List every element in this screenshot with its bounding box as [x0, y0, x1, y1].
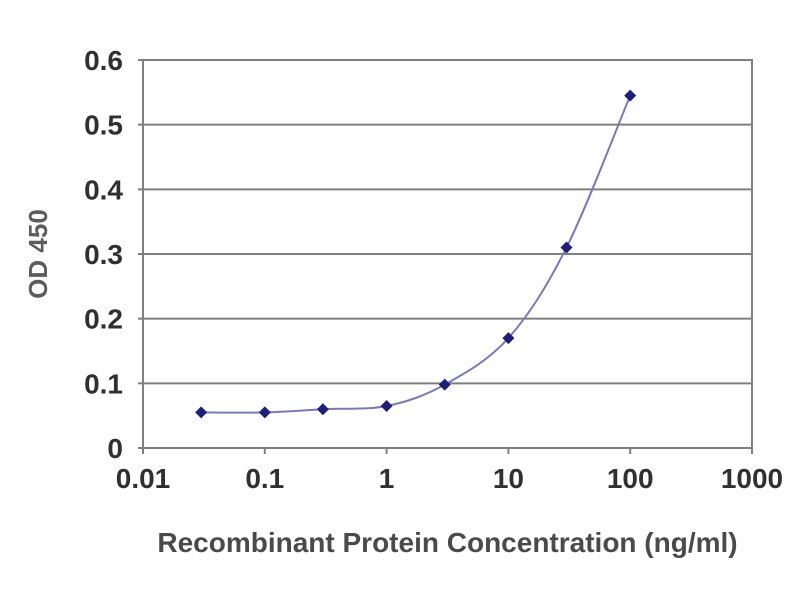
data-point-marker — [624, 89, 637, 102]
data-point-marker — [195, 406, 208, 419]
x-tick-label: 0.01 — [116, 463, 171, 494]
data-point-marker — [316, 403, 329, 416]
x-tick-label: 1 — [379, 463, 395, 494]
y-tick-label: 0.5 — [84, 110, 123, 141]
data-point-marker — [438, 378, 451, 391]
x-axis-title: Recombinant Protein Concentration (ng/ml… — [157, 527, 738, 558]
x-tick-label: 100 — [607, 463, 654, 494]
y-tick-label: 0.4 — [84, 174, 123, 205]
y-tick-label: 0 — [107, 433, 123, 464]
y-tick-label: 0.1 — [84, 368, 123, 399]
data-point-marker — [502, 332, 515, 345]
y-tick-label: 0.2 — [84, 304, 123, 335]
y-tick-label: 0.6 — [84, 45, 123, 76]
y-tick-label: 0.3 — [84, 239, 123, 270]
data-point-marker — [560, 241, 573, 254]
data-point-marker — [380, 399, 393, 412]
x-tick-label: 0.1 — [245, 463, 284, 494]
data-point-marker — [258, 406, 271, 419]
x-tick-label: 10 — [493, 463, 524, 494]
x-tick-label: 1000 — [721, 463, 783, 494]
